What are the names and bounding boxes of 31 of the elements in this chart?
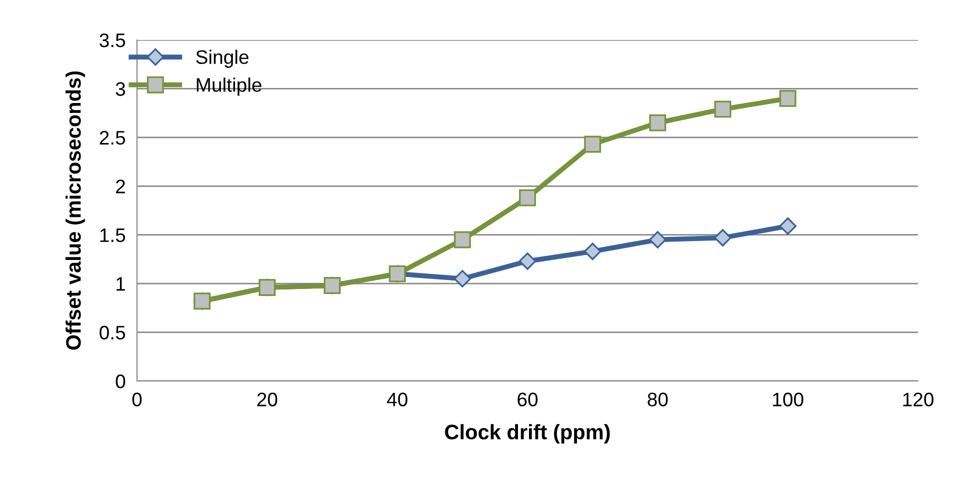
point [454, 270, 472, 288]
point [519, 189, 536, 206]
point [649, 114, 666, 132]
x-tick-label: 80 [648, 392, 668, 406]
point [779, 217, 797, 235]
legend-label: Multiple [196, 78, 262, 96]
y-axis-title: Offset value (microseconds) [66, 71, 85, 350]
y-tick-label: 0 [116, 374, 126, 388]
y-tick-label: 1.5 [100, 228, 126, 242]
point [518, 252, 536, 270]
y-tick-label: 0.5 [100, 326, 126, 340]
y-tick-label: 1 [116, 277, 125, 291]
y-tick-label: 3 [116, 82, 126, 96]
x-tick-label: 100 [773, 392, 804, 406]
y-tick-label: 3.5 [100, 33, 126, 48]
point [584, 242, 602, 260]
x-tick-label: 120 [903, 392, 934, 406]
point [779, 90, 796, 107]
point [714, 229, 732, 246]
legend-label: Single [196, 50, 248, 68]
x-tick-label: 20 [257, 392, 278, 406]
x-tick-label: 0 [132, 392, 142, 406]
point [648, 231, 666, 248]
point [454, 231, 471, 248]
point [714, 100, 732, 118]
y-tick-label: 2.5 [100, 130, 126, 145]
x-tick-label: 40 [386, 392, 408, 406]
x-axis-title: Clock drift (ppm) [445, 424, 610, 444]
x-tick-label: 60 [518, 392, 538, 406]
y-tick-label: 2 [116, 180, 125, 194]
point [584, 136, 602, 153]
